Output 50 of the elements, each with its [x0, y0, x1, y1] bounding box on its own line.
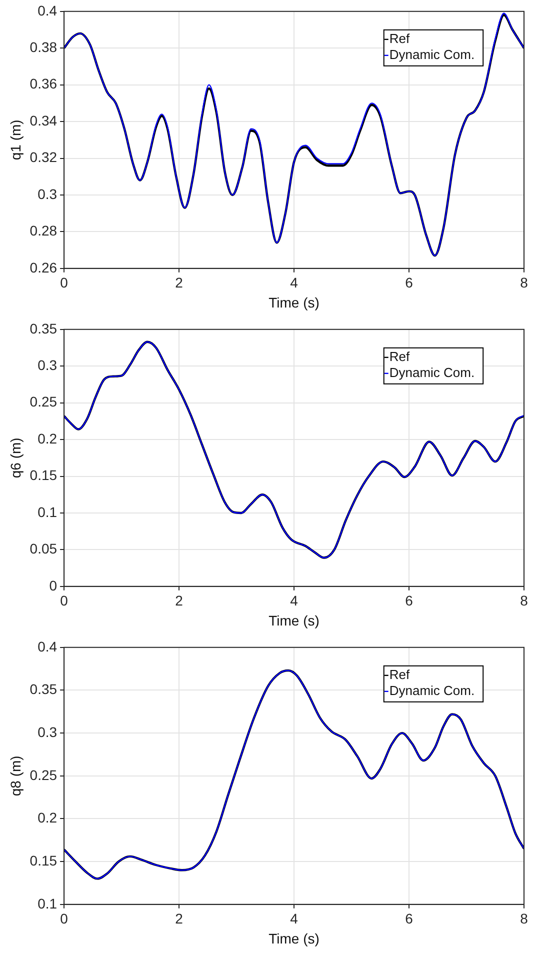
y-tick-label: 0.05 [30, 540, 58, 557]
x-axis-title: Time (s) [268, 612, 320, 628]
y-tick-label: 0.38 [30, 38, 58, 55]
x-tick-label: 8 [520, 592, 528, 609]
legend-label: Dynamic Com. [389, 682, 475, 698]
y-tick-label: 0.26 [30, 259, 58, 276]
x-tick-label: 2 [175, 592, 184, 609]
y-tick-label: 0 [49, 577, 58, 594]
y-axis-title: q8 (m) [7, 756, 24, 796]
x-tick-label: 6 [405, 274, 414, 291]
legend-label: Ref [389, 30, 410, 46]
y-tick-label: 0.25 [30, 766, 58, 783]
x-tick-label: 8 [520, 910, 528, 927]
y-tick-label: 0.32 [30, 149, 58, 166]
x-tick-label: 0 [60, 274, 68, 291]
legend-label: Ref [389, 348, 410, 364]
y-tick-label: 0.2 [38, 430, 58, 446]
x-tick-label: 6 [405, 592, 414, 609]
y-tick-label: 0.3 [38, 356, 58, 373]
x-tick-label: 2 [175, 910, 184, 927]
y-tick-label: 0.1 [38, 504, 58, 520]
x-tick-label: 2 [175, 274, 184, 291]
y-tick-label: 0.3 [38, 186, 58, 202]
x-tick-label: 0 [60, 910, 68, 927]
y-tick-label: 0.34 [30, 112, 58, 128]
x-tick-label: 4 [290, 910, 298, 927]
y-tick-label: 0.15 [30, 467, 58, 484]
y-tick-label: 0.35 [30, 320, 58, 336]
x-tick-label: 6 [405, 910, 414, 927]
y-tick-label: 0.3 [38, 724, 58, 740]
x-tick-label: 0 [60, 592, 68, 609]
legend-label: Dynamic Com. [389, 364, 475, 380]
x-tick-label: 4 [290, 274, 298, 291]
x-axis-title: Time (s) [268, 294, 320, 310]
legend-label: Ref [389, 666, 410, 682]
legend-label: Dynamic Com. [389, 46, 475, 62]
y-tick-label: 0.36 [30, 76, 58, 92]
y-tick-label: 0.35 [30, 681, 58, 698]
y-tick-label: 0.25 [30, 394, 58, 410]
y-tick-label: 0.28 [30, 222, 58, 239]
y-tick-label: 0.1 [38, 895, 58, 912]
y-tick-label: 0.4 [38, 2, 58, 18]
x-tick-label: 8 [520, 274, 528, 291]
x-tick-label: 4 [290, 592, 298, 609]
y-tick-label: 0.4 [38, 638, 58, 654]
y-tick-label: 0.2 [38, 810, 58, 826]
y-axis-title: q6 (m) [7, 438, 24, 478]
x-axis-title: Time (s) [268, 930, 320, 946]
y-axis-title: q1 (m) [7, 120, 24, 160]
y-tick-label: 0.15 [30, 852, 58, 868]
